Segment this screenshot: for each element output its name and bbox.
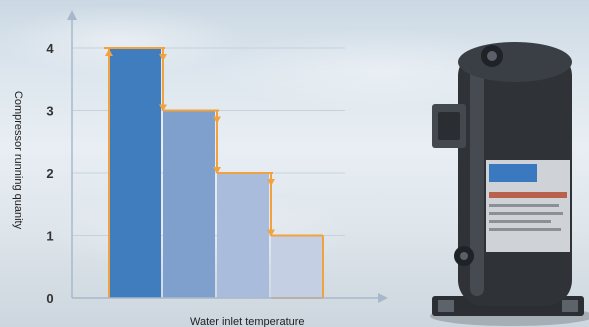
suction-fitting-inner	[487, 51, 497, 61]
step-arrow-down-icon	[159, 104, 167, 112]
y-tick-label: 1	[46, 229, 53, 244]
y-tick-label: 0	[46, 291, 53, 306]
y-tick-label: 3	[46, 104, 53, 119]
step-arrow-down-icon	[267, 179, 275, 186]
bar	[217, 173, 269, 298]
y-tick-label: 4	[46, 41, 54, 56]
compressor-photo	[430, 42, 589, 326]
step-arrow-down-icon	[159, 54, 167, 61]
name-plate-text-2	[489, 212, 563, 215]
step-arrow-up-icon	[105, 49, 113, 56]
step-arrow-down-icon	[213, 167, 221, 174]
y-tick-label: 2	[46, 166, 53, 181]
terminal-box-face	[438, 112, 460, 140]
step-arrow-down-icon	[213, 116, 221, 124]
name-plate-logo	[489, 164, 537, 182]
bar	[163, 110, 215, 298]
compressor-top-dome	[458, 42, 572, 82]
name-plate-text-1	[489, 204, 559, 207]
bar	[271, 235, 323, 298]
y-axis-label: Compressor running quanity	[12, 91, 24, 230]
step-arrow-down-icon	[267, 229, 275, 237]
step-outline	[104, 47, 324, 299]
name-plate-text-4	[489, 228, 561, 231]
compressor-foot-right	[562, 300, 578, 312]
compressor-foot-left	[438, 300, 454, 312]
compressor-shell-highlight	[470, 60, 484, 296]
y-tick-labels: 0 1 2 3 4	[46, 41, 54, 306]
name-plate-stripe	[489, 192, 567, 198]
x-axis-label: Water inlet temperature	[190, 316, 305, 327]
x-axis-arrow	[378, 293, 388, 303]
name-plate-text-3	[489, 220, 551, 223]
axes	[67, 10, 388, 303]
y-axis-arrow	[67, 10, 77, 20]
bars	[109, 48, 323, 298]
bar	[109, 48, 161, 298]
discharge-fitting-inner	[460, 252, 468, 260]
